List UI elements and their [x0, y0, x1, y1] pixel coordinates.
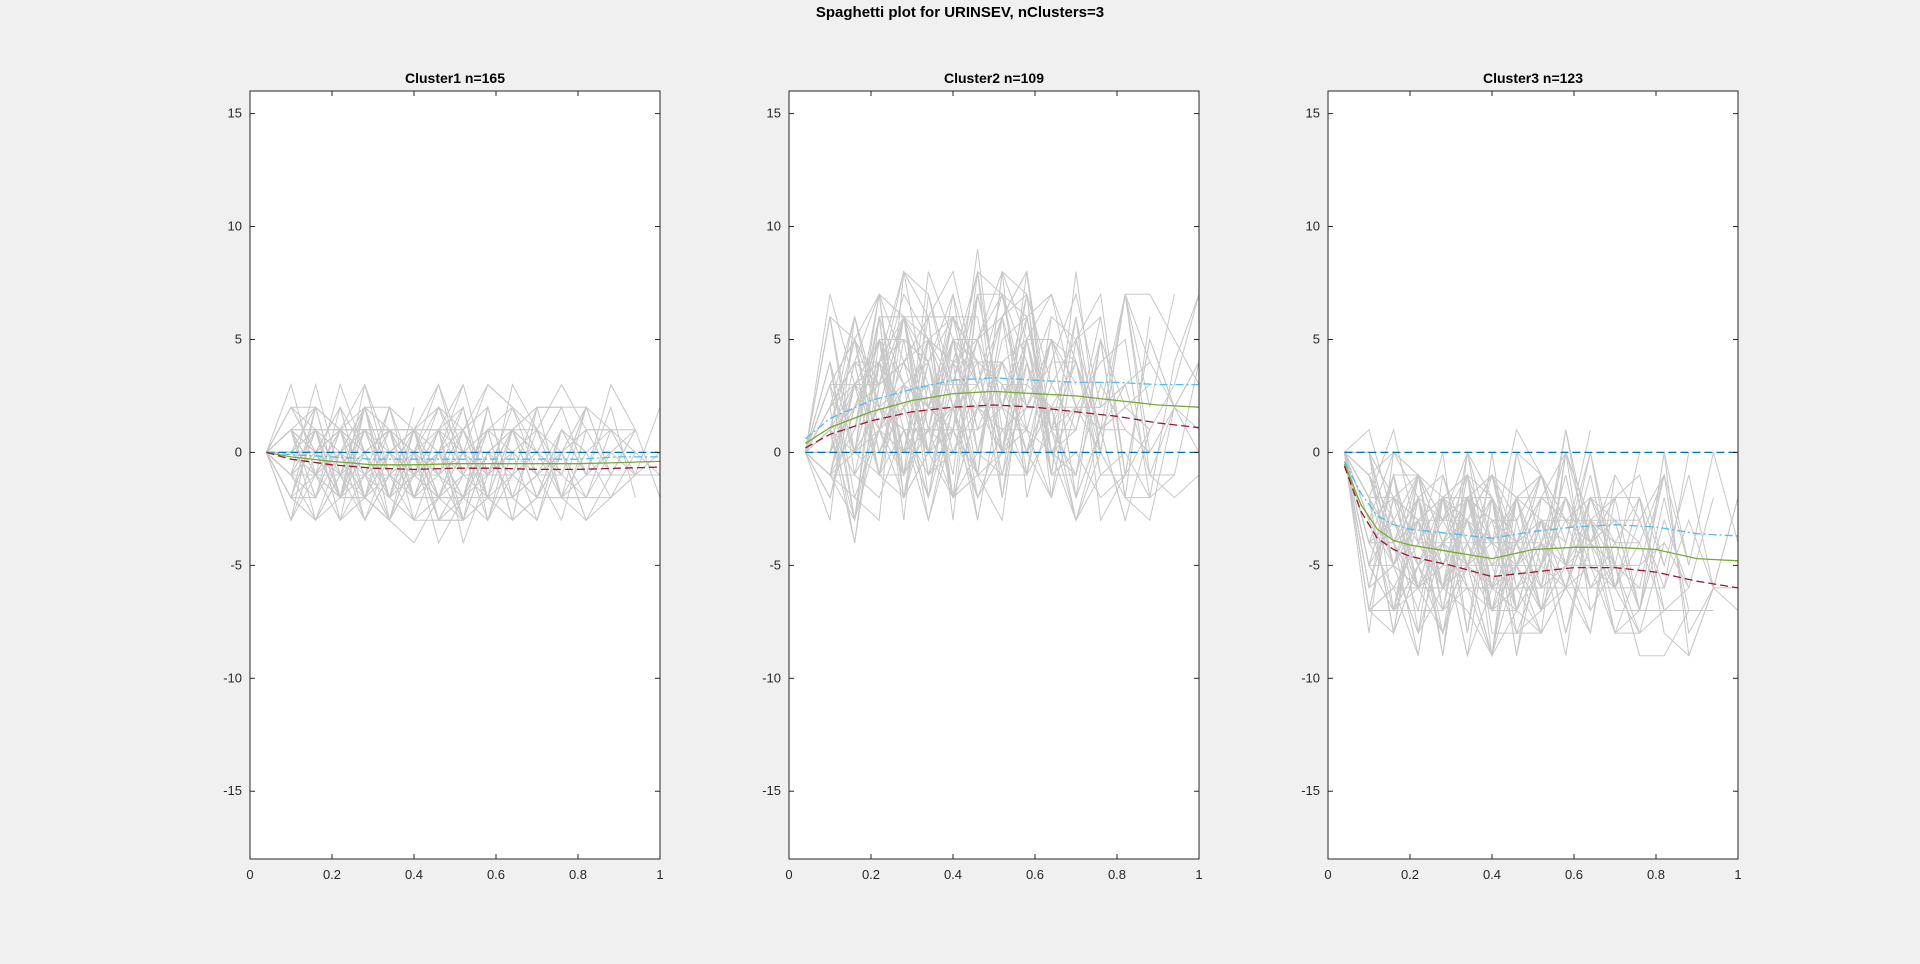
series-line-solid: [266, 451, 660, 466]
ytick-label: 0: [1313, 444, 1320, 459]
axes-box: [1327, 90, 1739, 860]
xtick-label: 0.2: [862, 867, 880, 882]
xtick-label: 0.8: [1108, 867, 1126, 882]
spaghetti-line: [805, 270, 1175, 522]
xtick-label: 1: [656, 867, 663, 882]
ytick-label: -15: [762, 783, 781, 798]
series-line-dashed: [1343, 465, 1738, 589]
xtick-label: 0.2: [1401, 867, 1419, 882]
series-line-dashdot: [266, 451, 660, 460]
spaghetti-line: [805, 271, 1126, 498]
ytick-label: 0: [774, 444, 781, 459]
ytick-label: 10: [1306, 219, 1320, 234]
xtick-label: 0.6: [1565, 867, 1583, 882]
axes-title: Cluster2 n=109: [944, 70, 1044, 86]
xtick-label: 0.8: [1647, 867, 1665, 882]
axes-box: [788, 90, 1200, 860]
spaghetti-line: [1343, 452, 1542, 635]
ytick-label: 5: [1313, 331, 1320, 346]
xtick-label: 0: [246, 867, 253, 882]
ytick-label: 15: [228, 106, 242, 121]
ytick-label: 0: [235, 444, 242, 459]
ytick-label: -15: [223, 783, 242, 798]
spaghetti-line: [1343, 452, 1542, 611]
ytick-label: -10: [223, 670, 242, 685]
xtick-label: 1: [1734, 867, 1741, 882]
plot-lines: [1343, 428, 1738, 658]
spaghetti-line: [1343, 452, 1567, 634]
plot-lines: [804, 249, 1199, 543]
xtick-label: 1: [1195, 867, 1202, 882]
axes-cluster3: -15 -10 -5 0 5 10 15 0 0.2 0.4 0.6 0.8 1 Cluster3 n=1…: [1301, 70, 1741, 882]
figure-title: Spaghetti plot for URINSEV, nClusters=3: [816, 4, 1104, 21]
series-line-dashed: [805, 404, 1199, 449]
series-line-dashdot: [804, 377, 1199, 440]
axes-box: [249, 90, 661, 860]
axes-cluster1: -15 -10 -5 0 5 10 15 0 0.2 0.4 0.6 0.8 1 Cluster1 n=1…: [223, 70, 663, 882]
spaghetti-line: [265, 429, 439, 522]
xtick-label: 0.4: [1483, 867, 1501, 882]
spaghetti-line: [804, 249, 1151, 498]
ytick-label: -5: [769, 557, 781, 572]
series-line-dashdot: [1343, 461, 1738, 539]
xtick-label: 0.8: [569, 867, 587, 882]
ytick-label: 15: [1306, 106, 1320, 121]
series-line-solid: [1343, 463, 1738, 562]
spaghetti-line: [805, 406, 979, 498]
ytick-label: -10: [762, 670, 781, 685]
axes-cluster2: -15 -10 -5 0 5 10 15 0 0.2 0.4 0.6 0.8 1 Cluster2 n=1…: [762, 70, 1202, 882]
xtick-label: 0: [785, 867, 792, 882]
spaghetti-line: [266, 382, 440, 498]
xtick-label: 0.6: [487, 867, 505, 882]
ytick-label: -5: [230, 557, 242, 572]
ytick-label: 5: [774, 331, 781, 346]
ytick-label: -10: [1301, 670, 1320, 685]
spaghetti-line: [804, 314, 979, 521]
spaghetti-line: [1343, 452, 1665, 636]
ytick-label: -5: [1308, 557, 1320, 572]
plot-lines: [265, 382, 660, 545]
xtick-label: 0: [1324, 867, 1331, 882]
ytick-label: 15: [767, 106, 781, 121]
xtick-label: 0.6: [1026, 867, 1044, 882]
series-line-solid: [805, 390, 1199, 444]
axes-title: Cluster3 n=123: [1483, 70, 1583, 86]
xtick-label: 0.4: [944, 867, 962, 882]
xtick-label: 0.2: [323, 867, 341, 882]
series-line-dashed: [266, 451, 660, 471]
ytick-label: -15: [1301, 783, 1320, 798]
ytick-label: 5: [235, 331, 242, 346]
xtick-label: 0.4: [405, 867, 423, 882]
plot-area: [1328, 91, 1738, 859]
ytick-label: 10: [767, 219, 781, 234]
ytick-label: 10: [228, 219, 242, 234]
spaghetti-line: [804, 315, 1052, 453]
axes-title: Cluster1 n=165: [405, 70, 505, 86]
